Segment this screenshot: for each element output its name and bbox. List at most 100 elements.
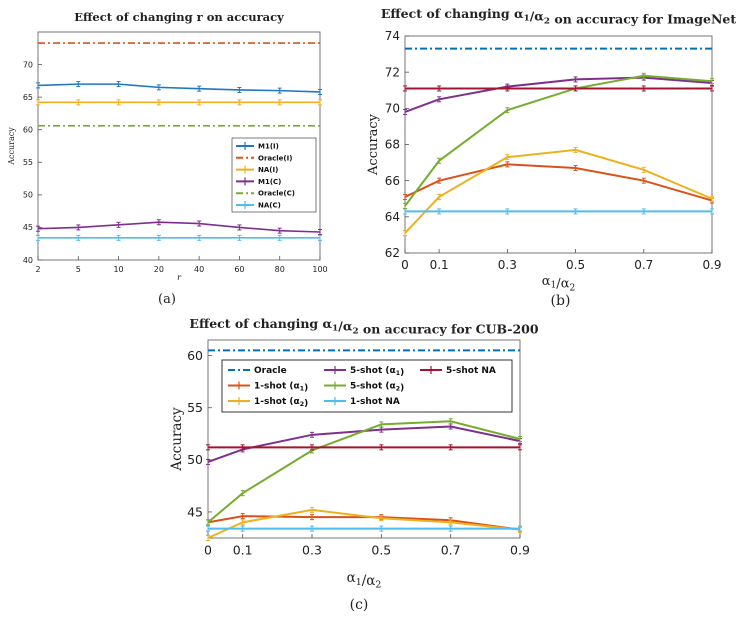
figure-caption: (a)	[158, 292, 176, 307]
legend-item: 1-shot (α1)	[228, 381, 308, 394]
chart-cub200-ratio: Effect of changing α1/α2 on accuracy for…	[169, 316, 539, 613]
x-tick-label: 5	[76, 265, 81, 274]
chart-r-accuracy: Effect of changing r on accuracy40455055…	[7, 10, 328, 307]
legend-box	[231, 137, 317, 213]
series-line	[37, 83, 321, 93]
legend-label: 1-shot (α1)	[254, 382, 308, 394]
series-line	[207, 420, 521, 524]
x-tick-label: 80	[275, 265, 285, 274]
series-3	[403, 208, 714, 215]
series-line	[404, 74, 713, 207]
chart-title: Effect of changing r on accuracy	[74, 10, 284, 24]
x-tick-label: 100	[312, 265, 327, 274]
y-tick-label: 66	[385, 174, 400, 188]
y-axis-label: Accuracy	[366, 113, 381, 176]
y-tick-label: 60	[187, 348, 203, 363]
y-tick-label: 72	[385, 65, 400, 79]
legend-item: 1-shot (α2)	[228, 397, 308, 409]
x-tick-label: 0.9	[510, 543, 530, 558]
series-6	[403, 85, 714, 92]
series-2	[36, 99, 322, 106]
series-3	[36, 219, 322, 235]
x-tick-label: 0.7	[634, 258, 653, 272]
legend-label: NA(I)	[258, 166, 278, 174]
y-tick-label: 64	[385, 210, 400, 224]
x-tick-label: 0.5	[566, 258, 585, 272]
legend-item: 5-shot (α1)	[324, 366, 404, 378]
y-tick-label: 50	[187, 452, 203, 467]
y-tick-label: 55	[187, 400, 203, 415]
plot-frame	[37, 31, 321, 261]
y-tick-label: 62	[385, 246, 400, 260]
legend-item: NA(I)	[236, 165, 278, 174]
y-tick-label: 74	[385, 29, 400, 43]
x-tick-label: 0.3	[498, 258, 517, 272]
legend-label: M1(I)	[258, 142, 279, 150]
chart-imagenet-ratio: Effect of changing α1/α2 on accuracy for…	[366, 6, 736, 309]
series-6	[206, 444, 522, 451]
y-tick-label: 40	[23, 256, 33, 265]
legend-label: Oracle(I)	[258, 154, 292, 162]
plot-frame	[404, 35, 713, 254]
y-tick-label: 45	[187, 504, 203, 519]
x-tick-label: 10	[113, 265, 123, 274]
legend-label: Oracle(C)	[258, 190, 295, 198]
legend-item: NA(C)	[236, 201, 281, 209]
x-tick-label: 0	[401, 258, 409, 272]
chart-title: Effect of changing α1/α2 on accuracy for…	[381, 6, 736, 26]
y-tick-label: 70	[385, 102, 400, 116]
x-tick-label: 40	[194, 265, 204, 274]
legend-label: Oracle	[254, 366, 287, 376]
series-line	[404, 163, 713, 202]
x-tick-label: 0.9	[702, 258, 721, 272]
series-5	[36, 234, 322, 241]
legend-box	[221, 359, 513, 413]
x-tick-label: 0.1	[430, 258, 449, 272]
y-axis-label: Accuracy	[169, 407, 185, 472]
x-tick-label: 0.5	[371, 543, 391, 558]
legend-item: Oracle(I)	[236, 154, 292, 162]
y-tick-label: 50	[23, 191, 33, 200]
x-tick-label: 20	[154, 265, 164, 274]
y-tick-label: 45	[23, 223, 33, 232]
legend-label: 5-shot (α2)	[350, 382, 404, 394]
x-axis-label: r	[177, 273, 182, 282]
legend-item: 5-shot NA	[420, 366, 496, 376]
legend-item: Oracle(C)	[236, 190, 295, 198]
series-line	[207, 515, 521, 531]
chart-title: Effect of changing α1/α2 on accuracy for…	[189, 316, 538, 336]
series-2	[206, 506, 522, 541]
series-line	[404, 148, 713, 234]
x-tick-label: 2	[35, 265, 40, 274]
legend-label: 5-shot NA	[446, 366, 496, 376]
series-2	[403, 146, 714, 237]
x-tick-label: 0	[204, 543, 212, 558]
series-4	[206, 418, 522, 526]
legend-label: 1-shot NA	[350, 397, 400, 407]
series-1	[403, 161, 714, 204]
legend-label: NA(C)	[258, 201, 281, 209]
x-axis-label: α1/α2	[542, 274, 576, 293]
series-5	[206, 525, 522, 532]
figure-caption: (b)	[551, 293, 571, 309]
y-tick-label: 68	[385, 138, 400, 152]
figure-caption: (c)	[350, 597, 369, 613]
x-tick-label: 60	[234, 265, 244, 274]
legend-item: 5-shot (α2)	[324, 381, 404, 394]
y-tick-label: 55	[23, 158, 33, 167]
legend-item: 1-shot NA	[324, 397, 400, 407]
series-line	[207, 425, 521, 463]
series-line	[37, 221, 321, 233]
legend-label: 1-shot (α2)	[254, 397, 308, 409]
y-tick-label: 60	[23, 126, 33, 135]
legend-label: M1(C)	[258, 178, 281, 186]
x-tick-label: 0.7	[441, 543, 461, 558]
y-axis-label: Accuracy	[7, 127, 16, 166]
x-axis-label: α1/α2	[347, 570, 382, 591]
series-line	[207, 508, 521, 539]
series-0	[36, 81, 322, 95]
x-tick-label: 0.3	[302, 543, 322, 558]
y-tick-label: 70	[23, 60, 33, 69]
series-line	[404, 76, 713, 113]
y-tick-label: 65	[23, 93, 33, 102]
